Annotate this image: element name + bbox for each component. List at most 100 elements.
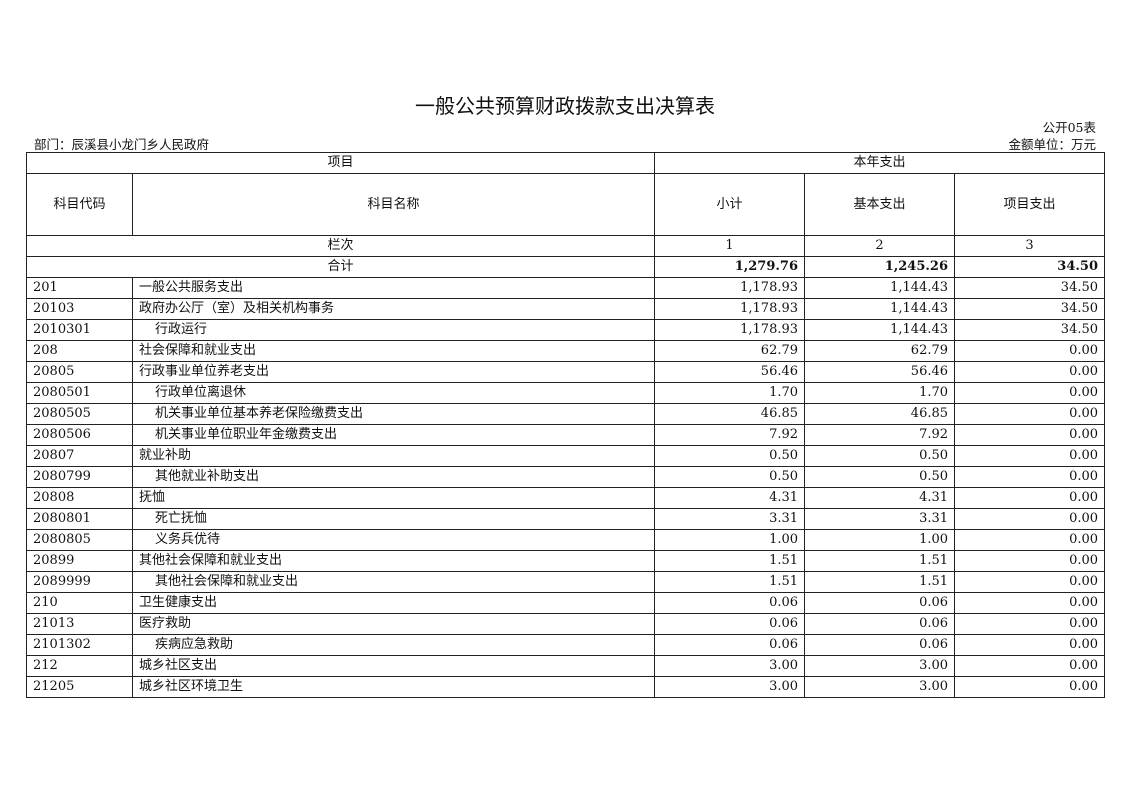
cell-project: 0.00 xyxy=(954,613,1106,635)
cell-code: 20103 xyxy=(26,298,133,320)
cell-project: 0.00 xyxy=(954,487,1106,509)
cell-name: 行政运行 xyxy=(131,319,656,341)
header-row-1: 项目 本年支出 xyxy=(25,152,1106,174)
cell-subtotal: 4.31 xyxy=(654,487,806,509)
cell-basic: 1.00 xyxy=(804,529,956,551)
header-basic: 基本支出 xyxy=(804,173,956,236)
cell-name: 抚恤 xyxy=(131,487,656,509)
table-row: 2101302 疾病应急救助 0.06 0.06 0.00 xyxy=(26,634,1106,656)
total-project: 34.50 xyxy=(954,256,1106,278)
cell-basic: 0.50 xyxy=(804,445,956,467)
cell-name: 政府办公厅（室）及相关机构事务 xyxy=(131,298,656,320)
cell-project: 0.00 xyxy=(954,592,1106,614)
cell-basic: 46.85 xyxy=(804,403,956,425)
header-project: 项目支出 xyxy=(954,173,1106,236)
cell-basic: 4.31 xyxy=(804,487,956,509)
cell-code: 208 xyxy=(26,340,133,362)
total-basic: 1,245.26 xyxy=(804,256,956,278)
cell-basic: 0.06 xyxy=(804,592,956,614)
header-subject-code: 科目代码 xyxy=(26,173,133,236)
table-row: 212 城乡社区支出 3.00 3.00 0.00 xyxy=(26,655,1106,677)
cell-code: 20805 xyxy=(26,361,133,383)
table-row: 210 卫生健康支出 0.06 0.06 0.00 xyxy=(26,592,1106,614)
cell-project: 0.00 xyxy=(954,466,1106,488)
cell-basic: 1,144.43 xyxy=(804,277,956,299)
cell-code: 21013 xyxy=(26,613,133,635)
cell-name: 义务兵优待 xyxy=(131,529,656,551)
cell-project: 0.00 xyxy=(954,676,1106,698)
cell-subtotal: 1.51 xyxy=(654,550,806,572)
cell-subtotal: 62.79 xyxy=(654,340,806,362)
table-row: 2080505 机关事业单位基本养老保险缴费支出 46.85 46.85 0.00 xyxy=(26,403,1106,425)
cell-project: 34.50 xyxy=(954,319,1106,341)
column-index-row: 栏次 1 2 3 xyxy=(25,235,1106,257)
cell-basic: 1.70 xyxy=(804,382,956,404)
department-label: 部门：辰溪县小龙门乡人民政府 xyxy=(34,137,210,152)
total-label: 合计 xyxy=(25,256,656,278)
cell-code: 2089999 xyxy=(26,571,133,593)
cell-basic: 3.00 xyxy=(804,676,956,698)
cell-name: 其他社会保障和就业支出 xyxy=(131,571,656,593)
cell-name: 一般公共服务支出 xyxy=(131,277,656,299)
cell-basic: 3.31 xyxy=(804,508,956,530)
table-row: 2080801 死亡抚恤 3.31 3.31 0.00 xyxy=(26,508,1106,530)
cell-project: 0.00 xyxy=(954,424,1106,446)
table-row: 20805 行政事业单位养老支出 56.46 56.46 0.00 xyxy=(26,361,1106,383)
table-row: 21013 医疗救助 0.06 0.06 0.00 xyxy=(26,613,1106,635)
cell-subtotal: 3.00 xyxy=(654,655,806,677)
table-row: 2080501 行政单位离退休 1.70 1.70 0.00 xyxy=(26,382,1106,404)
cell-code: 2080799 xyxy=(26,466,133,488)
header-subtotal: 小计 xyxy=(654,173,806,236)
cell-name: 行政事业单位养老支出 xyxy=(131,361,656,383)
cell-code: 21205 xyxy=(26,676,133,698)
cell-project: 0.00 xyxy=(954,403,1106,425)
cell-project: 0.00 xyxy=(954,571,1106,593)
cell-name: 城乡社区环境卫生 xyxy=(131,676,656,698)
header-current-year: 本年支出 xyxy=(654,152,1106,174)
cell-code: 20808 xyxy=(26,487,133,509)
total-subtotal: 1,279.76 xyxy=(654,256,806,278)
table-row: 208 社会保障和就业支出 62.79 62.79 0.00 xyxy=(26,340,1106,362)
cell-code: 2101302 xyxy=(26,634,133,656)
cell-name: 社会保障和就业支出 xyxy=(131,340,656,362)
cell-project: 0.00 xyxy=(954,550,1106,572)
table-row: 2080506 机关事业单位职业年金缴费支出 7.92 7.92 0.00 xyxy=(26,424,1106,446)
cell-code: 212 xyxy=(26,655,133,677)
cell-name: 机关事业单位职业年金缴费支出 xyxy=(131,424,656,446)
cell-project: 0.00 xyxy=(954,340,1106,362)
cell-code: 20899 xyxy=(26,550,133,572)
cell-name: 其他就业补助支出 xyxy=(131,466,656,488)
cell-basic: 0.06 xyxy=(804,634,956,656)
cell-name: 医疗救助 xyxy=(131,613,656,635)
column-index-label: 栏次 xyxy=(25,235,656,257)
table-row: 20808 抚恤 4.31 4.31 0.00 xyxy=(26,487,1106,509)
cell-project: 0.00 xyxy=(954,361,1106,383)
cell-subtotal: 46.85 xyxy=(654,403,806,425)
cell-basic: 1,144.43 xyxy=(804,319,956,341)
cell-subtotal: 3.31 xyxy=(654,508,806,530)
table-row: 2010301 行政运行 1,178.93 1,144.43 34.50 xyxy=(26,319,1106,341)
table-row: 2080805 义务兵优待 1.00 1.00 0.00 xyxy=(26,529,1106,551)
table-row: 20807 就业补助 0.50 0.50 0.00 xyxy=(26,445,1106,467)
cell-name: 疾病应急救助 xyxy=(131,634,656,656)
cell-basic: 7.92 xyxy=(804,424,956,446)
cell-subtotal: 1,178.93 xyxy=(654,277,806,299)
cell-name: 死亡抚恤 xyxy=(131,508,656,530)
cell-project: 0.00 xyxy=(954,445,1106,467)
total-row: 合计 1,279.76 1,245.26 34.50 xyxy=(25,256,1106,278)
cell-basic: 3.00 xyxy=(804,655,956,677)
cell-basic: 0.06 xyxy=(804,613,956,635)
column-index-1: 1 xyxy=(654,235,806,257)
cell-basic: 1.51 xyxy=(804,550,956,572)
header-item: 项目 xyxy=(25,152,656,174)
cell-subtotal: 0.50 xyxy=(654,466,806,488)
expenditure-table: 项目 本年支出 科目代码 科目名称 小计 基本支出 项目支出 栏次 1 2 3 … xyxy=(25,152,1106,698)
cell-project: 34.50 xyxy=(954,277,1106,299)
cell-project: 0.00 xyxy=(954,382,1106,404)
header-row-2: 科目代码 科目名称 小计 基本支出 项目支出 xyxy=(26,173,1106,236)
cell-basic: 62.79 xyxy=(804,340,956,362)
cell-code: 2080506 xyxy=(26,424,133,446)
table-row: 2080799 其他就业补助支出 0.50 0.50 0.00 xyxy=(26,466,1106,488)
cell-name: 机关事业单位基本养老保险缴费支出 xyxy=(131,403,656,425)
cell-project: 0.00 xyxy=(954,508,1106,530)
